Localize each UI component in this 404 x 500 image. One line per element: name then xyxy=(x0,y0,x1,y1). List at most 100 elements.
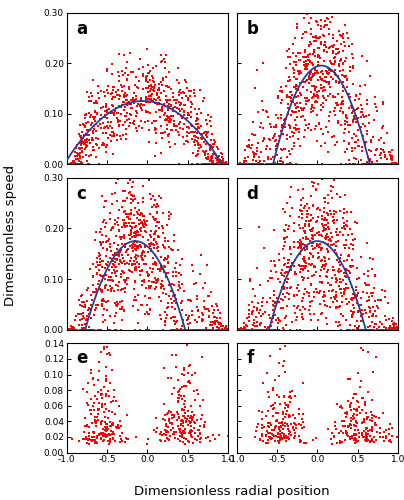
Point xyxy=(283,82,290,90)
Point xyxy=(349,313,355,321)
Point xyxy=(305,51,311,59)
Point xyxy=(367,158,373,166)
Point xyxy=(388,152,394,160)
Point xyxy=(164,270,171,278)
Point xyxy=(126,231,133,239)
Point xyxy=(114,255,120,263)
Point xyxy=(146,284,152,292)
Point xyxy=(242,146,248,154)
Point xyxy=(96,400,102,407)
Point xyxy=(254,108,261,116)
Point xyxy=(132,264,138,272)
Point xyxy=(258,326,265,334)
Point xyxy=(282,276,288,284)
Point xyxy=(242,326,249,334)
Point xyxy=(253,66,260,74)
Point xyxy=(320,0,327,6)
Point xyxy=(262,323,268,331)
Point xyxy=(177,86,183,94)
Point xyxy=(84,297,90,305)
Point xyxy=(322,140,328,147)
Point xyxy=(107,422,114,430)
Point xyxy=(353,132,360,140)
Point xyxy=(246,160,252,168)
Point xyxy=(83,130,89,138)
Point xyxy=(95,89,101,97)
Point xyxy=(184,132,190,140)
Point xyxy=(89,128,96,136)
Point xyxy=(205,128,211,136)
Point xyxy=(341,118,348,126)
Point xyxy=(335,49,342,57)
Point xyxy=(348,284,355,292)
Point xyxy=(181,90,187,98)
Point xyxy=(274,160,280,168)
Point xyxy=(341,270,347,278)
Point xyxy=(277,278,283,286)
Point xyxy=(314,240,320,248)
Point xyxy=(369,292,376,300)
Point xyxy=(64,326,71,334)
Point xyxy=(113,232,119,240)
Point xyxy=(246,136,252,143)
Point xyxy=(185,111,192,119)
Point xyxy=(155,248,161,256)
Point xyxy=(367,438,373,446)
Point xyxy=(64,326,70,334)
Point xyxy=(280,272,287,280)
Point xyxy=(327,42,333,50)
Point xyxy=(147,284,154,292)
Point xyxy=(389,160,396,168)
Point xyxy=(220,159,227,167)
Point xyxy=(115,250,122,258)
Point xyxy=(200,147,206,155)
Point xyxy=(363,138,369,146)
Point xyxy=(147,306,154,314)
Point xyxy=(69,324,76,332)
Point xyxy=(286,160,292,168)
Point xyxy=(337,68,343,76)
Point xyxy=(380,434,386,442)
Point xyxy=(142,220,148,228)
Point xyxy=(322,300,328,308)
Point xyxy=(172,96,178,104)
Point xyxy=(124,246,130,254)
Point xyxy=(240,326,247,334)
Point xyxy=(136,206,143,214)
Point xyxy=(327,57,333,65)
Point xyxy=(315,180,322,188)
Point xyxy=(300,410,307,418)
Point xyxy=(272,130,278,138)
Point xyxy=(252,130,259,138)
Point xyxy=(145,310,151,318)
Point xyxy=(139,218,145,226)
Point xyxy=(348,406,355,413)
Point xyxy=(327,18,333,25)
Point xyxy=(182,326,189,334)
Point xyxy=(297,206,303,214)
Point xyxy=(186,110,193,118)
Point xyxy=(313,92,319,100)
Point xyxy=(107,240,113,248)
Point xyxy=(273,422,280,430)
Point xyxy=(307,217,313,225)
Point xyxy=(208,154,215,162)
Point xyxy=(327,2,334,10)
Point xyxy=(158,437,164,445)
Point xyxy=(171,292,177,300)
Point xyxy=(304,62,310,70)
Point xyxy=(135,228,141,236)
Point xyxy=(220,160,226,168)
Point xyxy=(284,256,291,264)
Point xyxy=(297,268,303,276)
Point xyxy=(106,254,113,262)
Point xyxy=(90,436,96,444)
Point xyxy=(114,118,121,126)
Point xyxy=(304,244,310,252)
Point xyxy=(325,15,332,23)
Point xyxy=(158,149,164,157)
Point xyxy=(171,120,177,128)
Point xyxy=(166,118,172,126)
Point xyxy=(305,98,311,106)
Point xyxy=(111,130,117,138)
